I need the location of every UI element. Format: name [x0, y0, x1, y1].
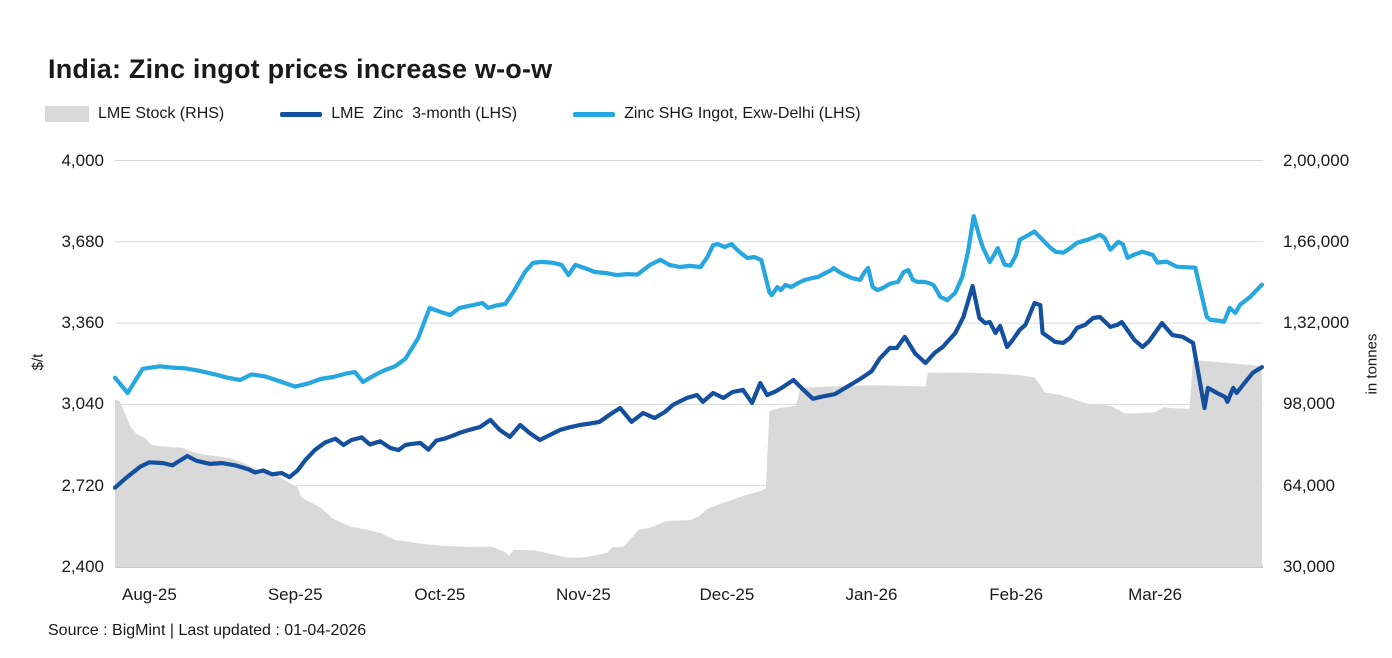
y-right-tick: 98,000: [1283, 394, 1335, 414]
legend-item: Zinc SHG Ingot, Exw-Delhi (LHS): [573, 105, 861, 123]
legend-area-swatch: [45, 106, 89, 122]
x-tick: Aug-25: [122, 585, 177, 604]
chart-legend: LME Stock (RHS) LME Zinc 3-month (LHS) Zin…: [45, 105, 861, 123]
legend-label: LME Zinc 3-month (LHS): [331, 105, 518, 122]
x-tick: Mar-26: [1128, 585, 1182, 604]
y-right-tick: 2,00,000: [1283, 150, 1350, 170]
x-tick: Feb-26: [989, 585, 1044, 604]
x-tick: Jan-26: [845, 585, 898, 604]
y-left-tick: 2,720: [61, 475, 104, 495]
y-right-tick: 1,32,000: [1283, 313, 1350, 333]
lme-zinc-line-series: [112, 283, 1264, 490]
y-left-tick: 3,360: [61, 313, 104, 333]
x-tick: Dec-25: [699, 585, 755, 604]
x-tick: Sep-25: [267, 585, 323, 604]
legend-item: LME Stock (RHS): [45, 105, 224, 123]
y-right-axis-title: in tonnes: [1363, 333, 1381, 395]
legend-line-swatch: [280, 111, 323, 117]
y-left-tick: 3,040: [61, 394, 104, 414]
legend-item: LME Zinc 3-month (LHS): [280, 105, 517, 123]
y-right-tick: 64,000: [1283, 475, 1335, 495]
y-left-axis-title: $/t: [29, 353, 47, 371]
page-title: India: Zinc ingot prices increase w-o-w: [48, 54, 553, 84]
legend-label: Zinc SHG Ingot, Exw-Delhi (LHS): [624, 105, 861, 122]
source-note: Source : BigMint | Last updated : 01-04-…: [48, 622, 367, 639]
delhi-ingot-line-series: [112, 214, 1264, 396]
y-left-tick: 2,400: [61, 557, 104, 576]
stock-area-series: [115, 360, 1262, 567]
y-right-tick: 1,66,000: [1283, 231, 1350, 251]
y-right-tick: 30,000: [1283, 557, 1335, 576]
y-left-tick: 4,000: [61, 150, 104, 170]
legend-label: LME Stock (RHS): [98, 105, 225, 122]
y-left-tick: 3,680: [61, 231, 104, 251]
x-tick: Oct-25: [414, 585, 466, 604]
x-tick: Nov-25: [555, 585, 611, 604]
legend-line-swatch: [573, 111, 616, 117]
